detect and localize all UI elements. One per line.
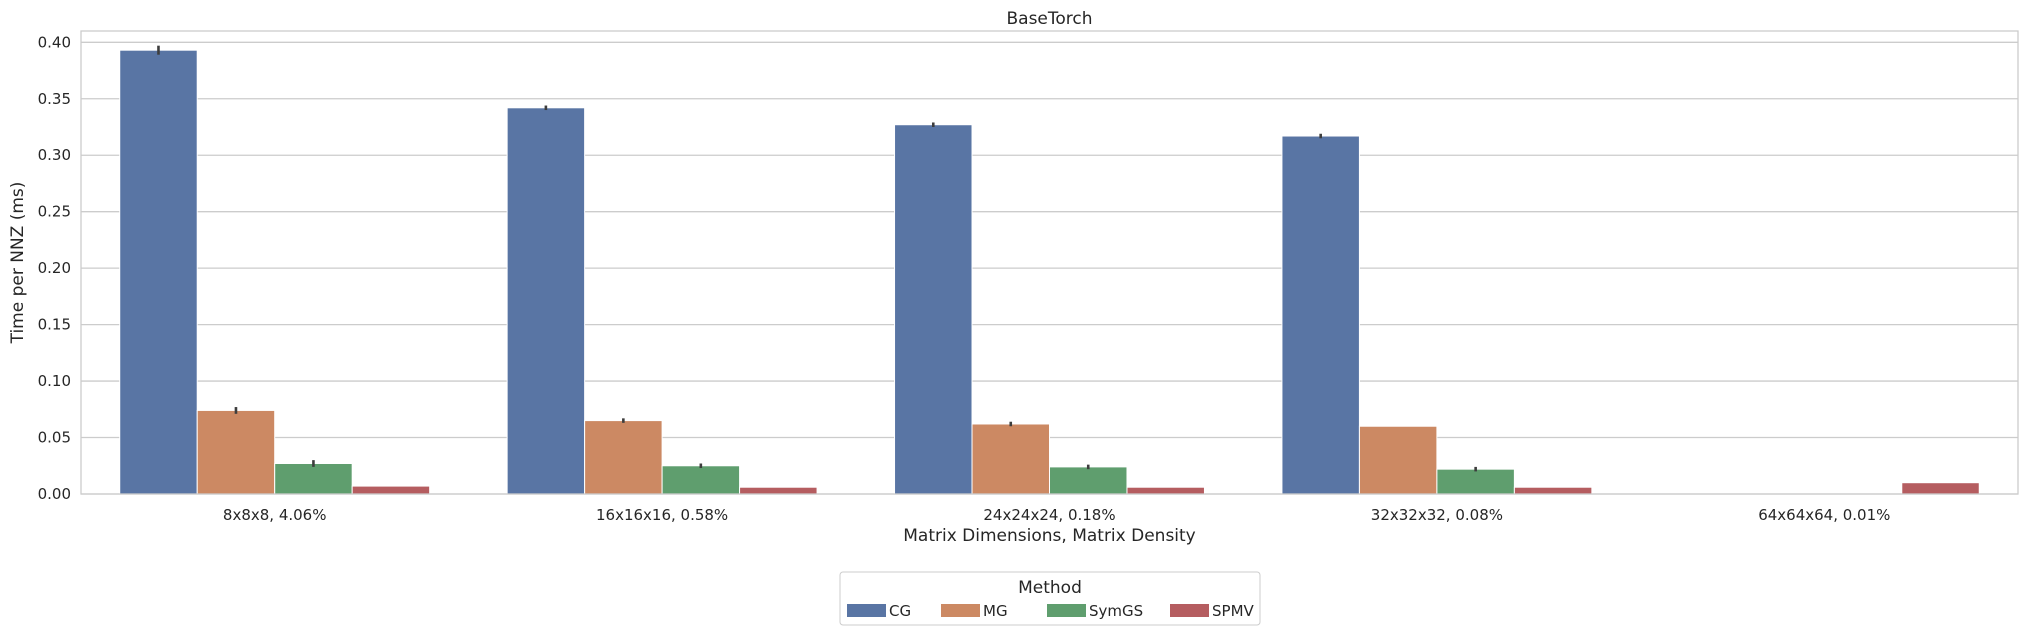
y-tick-label: 0.35 bbox=[38, 90, 71, 108]
x-tick-label: 32x32x32, 0.08% bbox=[1371, 506, 1503, 524]
x-tick-label: 16x16x16, 0.58% bbox=[596, 506, 728, 524]
x-axis-label: Matrix Dimensions, Matrix Density bbox=[903, 526, 1196, 546]
bar-spmv-4 bbox=[1901, 482, 1980, 495]
legend-swatch-cg bbox=[847, 604, 886, 617]
bar-symgs-1 bbox=[661, 465, 741, 495]
bar-spmv-0 bbox=[351, 485, 431, 495]
y-tick-labels: 0.00 0.05 0.10 0.15 0.20 0.25 0.30 0.35 0.40 bbox=[38, 33, 71, 503]
bar-mg-1 bbox=[584, 420, 663, 495]
x-tick-labels: 8x8x8, 4.06% 16x16x16, 0.58% 24x24x24, 0.1… bbox=[223, 506, 1890, 524]
y-tick-label: 0.30 bbox=[38, 146, 71, 164]
chart-title: BaseTorch bbox=[1006, 9, 1092, 29]
y-tick-label: 0.20 bbox=[38, 259, 71, 277]
y-tick-label: 0.15 bbox=[38, 316, 71, 334]
bar-symgs-3 bbox=[1436, 468, 1515, 495]
y-axis-label: Time per NNZ (ms) bbox=[8, 182, 28, 345]
legend-label-cg: CG bbox=[889, 602, 911, 620]
bar-cg-2 bbox=[894, 124, 973, 495]
error-bars bbox=[157, 45, 1477, 472]
y-tick-label: 0.25 bbox=[38, 203, 71, 221]
bars bbox=[119, 49, 1980, 495]
grid bbox=[81, 41, 2018, 495]
legend-label-symgs: SymGS bbox=[1089, 602, 1143, 620]
bar-mg-0 bbox=[196, 409, 276, 495]
bar-cg-0 bbox=[119, 49, 198, 495]
y-tick-label: 0.10 bbox=[38, 372, 71, 390]
legend-label-spmv: SPMV bbox=[1212, 602, 1255, 620]
bar-symgs-2 bbox=[1049, 466, 1128, 495]
legend-label-mg: MG bbox=[983, 602, 1008, 620]
bar-spmv-2 bbox=[1126, 486, 1205, 495]
legend: Method CG MG SymGS SPMV bbox=[839, 571, 1261, 626]
bar-cg-3 bbox=[1281, 135, 1360, 495]
legend-items: CG MG SymGS SPMV bbox=[847, 602, 1255, 620]
x-tick-label: 24x24x24, 0.18% bbox=[983, 506, 1115, 524]
legend-swatch-mg bbox=[941, 604, 980, 617]
bar-cg-1 bbox=[506, 107, 586, 495]
legend-swatch-spmv bbox=[1170, 604, 1209, 617]
x-tick-label: 64x64x64, 0.01% bbox=[1758, 506, 1890, 524]
plot-frame bbox=[80, 30, 2019, 495]
bar-mg-3 bbox=[1358, 425, 1438, 495]
legend-swatch-symgs bbox=[1047, 604, 1086, 617]
bar-symgs-0 bbox=[274, 463, 353, 495]
legend-title: Method bbox=[1018, 578, 1082, 598]
y-tick-label: 0.40 bbox=[38, 33, 71, 51]
bar-spmv-1 bbox=[739, 486, 818, 495]
y-tick-label: 0.00 bbox=[38, 485, 71, 503]
bar-mg-2 bbox=[971, 423, 1051, 495]
bar-spmv-3 bbox=[1513, 486, 1593, 495]
x-tick-label: 8x8x8, 4.06% bbox=[223, 506, 327, 524]
y-tick-label: 0.05 bbox=[38, 429, 71, 447]
